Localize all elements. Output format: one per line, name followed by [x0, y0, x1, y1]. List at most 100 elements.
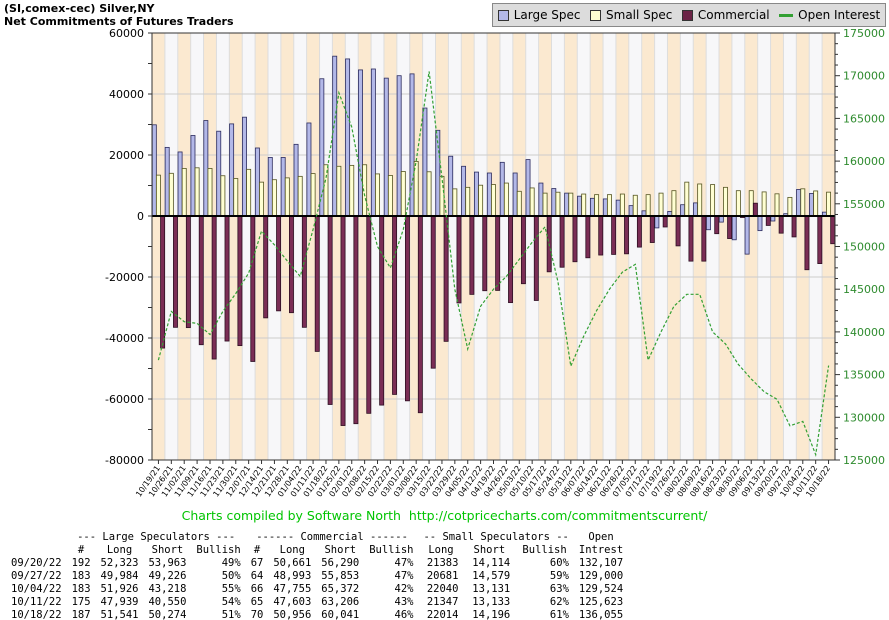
legend-label: Open Interest — [798, 8, 881, 22]
table-cell: 47,603 — [273, 596, 312, 608]
table-col-header: Bullish — [522, 544, 567, 556]
table-cell: 64 — [250, 570, 264, 582]
table-group-header: ------ Commercial ------ — [256, 531, 408, 543]
table-cell: 13,133 — [472, 596, 511, 608]
svg-text:-40000: -40000 — [105, 332, 144, 345]
svg-text:165000: 165000 — [843, 112, 885, 125]
table-cell: 14,196 — [472, 609, 511, 620]
credit-url-link[interactable]: http://cotpricecharts.com/commitmentscur… — [408, 508, 708, 523]
table-cell: 132,107 — [578, 557, 624, 569]
table-cell: 22014 — [426, 609, 459, 620]
svg-text:155000: 155000 — [843, 198, 885, 211]
table-col-header: # — [77, 544, 85, 556]
table-row: 10/18/22 187 51,541 50,274 51% 70 50,956 60,041… — [6, 609, 628, 620]
table-cell: 65,372 — [321, 583, 360, 595]
table-cell: 55,853 — [321, 570, 360, 582]
table-row: 09/20/22 192 52,323 53,963 49% 67 50,661 56,290… — [6, 557, 628, 570]
table-cell: 136,055 — [578, 609, 624, 620]
chart-subtitle: Net Commitments of Futures Traders — [4, 15, 234, 28]
open-interest-line-icon — [779, 13, 794, 17]
table-cell: 60% — [549, 557, 569, 569]
commercial-swatch-icon — [681, 9, 693, 21]
table-col-header — [6, 544, 67, 557]
table-col-header: # — [253, 544, 261, 556]
table-cell: 175 — [71, 596, 91, 608]
legend-label: Commercial — [697, 8, 770, 22]
svg-text:140000: 140000 — [843, 326, 885, 339]
table-row-date: 10/11/22 — [11, 596, 62, 608]
chart-title: (SI,comex-cec) Silver,NY — [4, 2, 155, 15]
x-axis-labels: 10/19/2110/26/2111/02/2111/09/2111/16/21… — [134, 464, 832, 499]
table-cell: 49,984 — [100, 570, 139, 582]
table-cell: 43,218 — [148, 583, 187, 595]
table-cell: 62% — [549, 596, 569, 608]
table-row: 10/04/22 183 51,926 43,218 55% 66 47,755 65,372… — [6, 583, 628, 596]
legend-label: Large Spec — [513, 8, 581, 22]
table-cell: 183 — [71, 570, 91, 582]
table-cell: 66 — [250, 583, 264, 595]
table-cell: 50,661 — [273, 557, 312, 569]
svg-text:-20000: -20000 — [105, 271, 144, 284]
table-cell: 40,550 — [148, 596, 187, 608]
table-col-header: Short — [151, 544, 184, 556]
table-cell: 63% — [549, 583, 569, 595]
table-cell: 20681 — [426, 570, 459, 582]
table-row-date: 09/20/22 — [11, 557, 62, 569]
table-col-header: Intrest — [578, 544, 624, 556]
svg-text:-60000: -60000 — [105, 393, 144, 406]
table-cell: 21347 — [426, 596, 459, 608]
table-row-date: 10/04/22 — [11, 583, 62, 595]
table-group-header — [6, 531, 67, 544]
table-cell: 52,323 — [100, 557, 139, 569]
table-col-header: Long — [279, 544, 305, 556]
svg-text:0: 0 — [137, 210, 144, 223]
bars-commercial — [160, 202, 836, 426]
table-cell: 187 — [71, 609, 91, 620]
table-cell: 59% — [549, 570, 569, 582]
table-cell: 61% — [549, 609, 569, 620]
svg-text:20000: 20000 — [109, 149, 144, 162]
table-cell: 50,274 — [148, 609, 187, 620]
table-cell: 14,114 — [472, 557, 511, 569]
legend-item-large-spec: Large Spec — [497, 8, 581, 22]
legend-item-small-spec: Small Spec — [590, 8, 672, 22]
table-cell: 42% — [394, 583, 414, 595]
small-spec-swatch-icon — [590, 9, 602, 21]
table-row: 10/11/22 175 47,939 40,550 54% 65 47,603 63,206… — [6, 596, 628, 609]
table-cell: 67 — [250, 557, 264, 569]
cot-chart: 60000 40000 20000 0 -20000 -40000 -60000 -80000… — [105, 27, 885, 499]
table-cell: 21383 — [426, 557, 459, 569]
table-cell: 49% — [221, 557, 241, 569]
table-cell: 47,939 — [100, 596, 139, 608]
svg-text:150000: 150000 — [843, 241, 885, 254]
legend-item-commercial: Commercial — [681, 8, 770, 22]
table-cell: 53,963 — [148, 557, 187, 569]
svg-text:125000: 125000 — [843, 454, 885, 467]
plot-stripes — [152, 33, 835, 460]
table-cell: 50% — [221, 570, 241, 582]
y-axis-left-labels: 60000 40000 20000 0 -20000 -40000 -60000 -80000 — [105, 27, 144, 467]
table-cell: 51% — [221, 609, 241, 620]
table-cell: 51,926 — [100, 583, 139, 595]
table-col-header: Bullish — [369, 544, 414, 556]
table-cell: 129,524 — [578, 583, 624, 595]
table-cell: 13,131 — [472, 583, 511, 595]
table-cell: 48,993 — [273, 570, 312, 582]
table-cell: 46% — [394, 609, 414, 620]
table-cell: 56,290 — [321, 557, 360, 569]
cot-table: --- Large Speculators --- ------ Commerci… — [6, 531, 628, 620]
table-cell: 47% — [394, 570, 414, 582]
table-cell: 22040 — [426, 583, 459, 595]
axis-ticks — [148, 32, 840, 464]
table-cell: 54% — [221, 596, 241, 608]
svg-text:175000: 175000 — [843, 27, 885, 40]
table-cell: 43% — [394, 596, 414, 608]
svg-text:-80000: -80000 — [105, 454, 144, 467]
table-group-header: --- Large Speculators --- — [77, 531, 236, 543]
table-cell: 55% — [221, 583, 241, 595]
table-col-header: Short — [324, 544, 357, 556]
table-cell: 63,206 — [321, 596, 360, 608]
credit-text: Charts compiled by Software North — [181, 508, 401, 523]
cot-table-body: 09/20/22 192 52,323 53,963 49% 67 50,661 56,290… — [6, 557, 628, 620]
